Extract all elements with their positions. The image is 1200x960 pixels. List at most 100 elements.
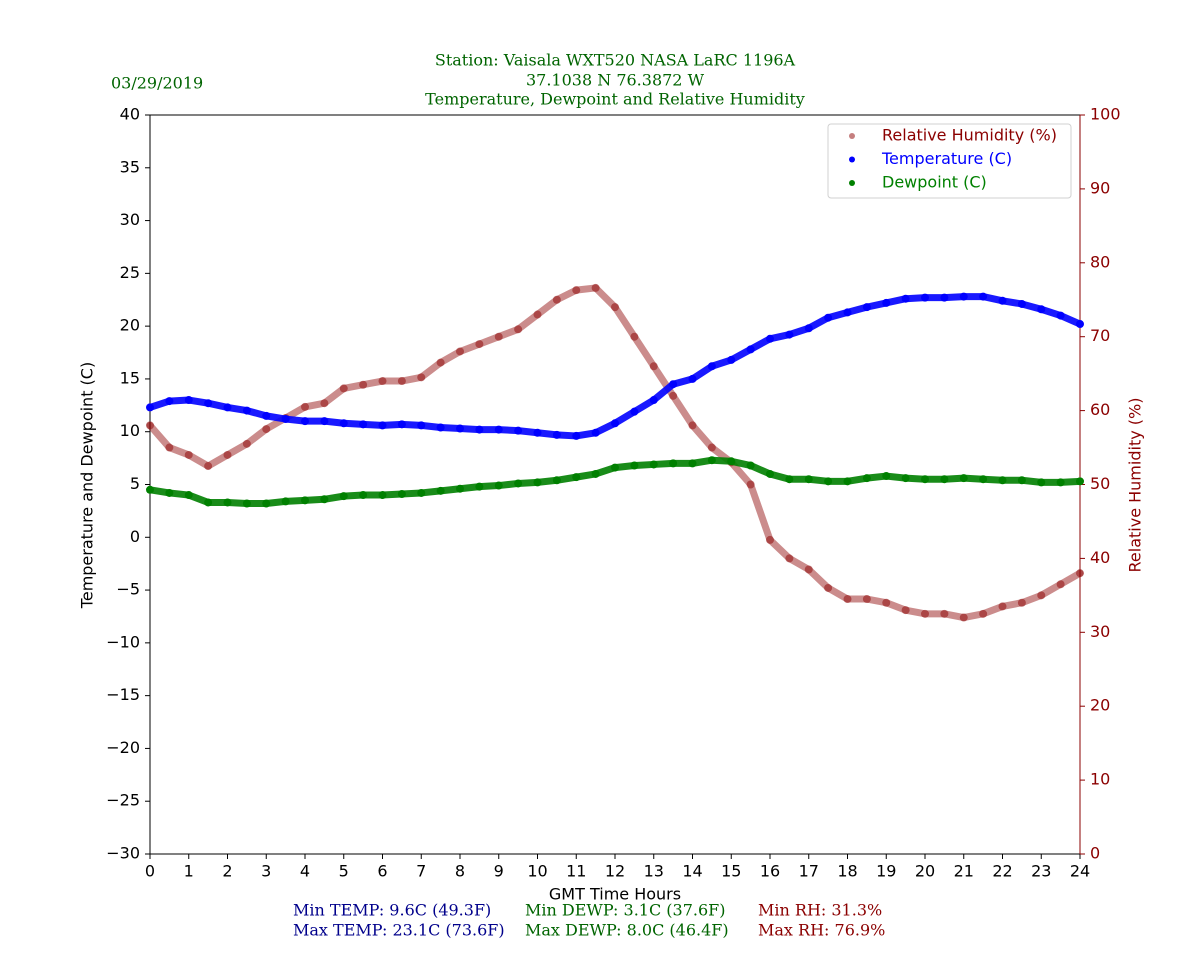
- data-point: [533, 478, 542, 487]
- x-tick-label: 10: [527, 862, 547, 881]
- y-tick-label: −15: [106, 685, 140, 704]
- data-point: [320, 417, 329, 426]
- legend-marker: [849, 156, 855, 163]
- data-point: [475, 482, 484, 491]
- stat-text: Min RH: 31.3%: [758, 901, 882, 920]
- x-tick-label: 23: [1031, 862, 1051, 881]
- x-tick-label: 5: [339, 862, 349, 881]
- data-point: [804, 565, 813, 574]
- y2-tick-label: 0: [1090, 844, 1100, 863]
- y-tick-label: 25: [120, 263, 140, 282]
- data-point: [320, 495, 329, 504]
- y2-tick-label: 100: [1090, 105, 1121, 124]
- data-point: [804, 475, 813, 484]
- data-point: [707, 456, 716, 465]
- x-tick-label: 4: [300, 862, 310, 881]
- y-tick-label: −5: [116, 580, 140, 599]
- x-tick-label: 0: [145, 862, 155, 881]
- data-point: [146, 421, 154, 430]
- data-point: [824, 583, 833, 592]
- x-axis-label: GMT Time Hours: [549, 885, 681, 904]
- x-tick-label: 8: [455, 862, 465, 881]
- data-point: [397, 490, 406, 499]
- data-point: [397, 377, 406, 386]
- data-point: [204, 462, 213, 471]
- series: [146, 283, 1084, 622]
- data-point: [1037, 305, 1046, 314]
- data-point: [456, 347, 464, 356]
- y-tick-label: −30: [106, 844, 140, 863]
- chart-subtitle: 37.1038 N 76.3872 W: [526, 71, 705, 90]
- legend-marker: [849, 180, 855, 186]
- y-tick-label: 30: [120, 210, 140, 229]
- data-point: [1017, 476, 1026, 485]
- data-point: [843, 477, 852, 486]
- data-point: [630, 332, 639, 341]
- data-point: [979, 475, 988, 484]
- data-point: [165, 488, 174, 497]
- data-point: [727, 355, 736, 364]
- data-point: [746, 345, 755, 354]
- data-point: [998, 602, 1007, 611]
- y-tick-label: −25: [106, 791, 140, 810]
- data-point: [1056, 580, 1065, 589]
- data-point: [824, 477, 833, 486]
- x-tick-label: 24: [1070, 862, 1090, 881]
- x-tick-label: 1: [184, 862, 194, 881]
- data-point: [223, 450, 232, 459]
- y-tick-label: 5: [130, 474, 140, 493]
- data-point: [882, 598, 891, 607]
- y-tick-label: −10: [106, 632, 140, 651]
- data-point: [301, 402, 309, 411]
- stat-text: Min TEMP: 9.6C (49.3F): [293, 901, 491, 920]
- data-point: [688, 421, 697, 430]
- data-point: [475, 425, 484, 434]
- data-point: [184, 491, 193, 500]
- y-tick-label: −20: [106, 738, 140, 757]
- x-tick-label: 14: [682, 862, 702, 881]
- x-tick-label: 9: [494, 862, 504, 881]
- data-point: [862, 595, 871, 604]
- data-point: [979, 609, 988, 618]
- data-point: [707, 443, 716, 452]
- data-point: [397, 420, 406, 429]
- data-point: [301, 417, 309, 426]
- data-point: [339, 492, 348, 501]
- data-point: [146, 403, 154, 412]
- data-point: [1037, 478, 1046, 487]
- y-tick-label: 20: [120, 316, 140, 335]
- data-point: [921, 293, 929, 302]
- y-tick-label: 10: [120, 421, 140, 440]
- data-point: [901, 294, 910, 303]
- x-tick-label: 13: [644, 862, 664, 881]
- data-point: [301, 496, 309, 505]
- data-point: [281, 415, 290, 424]
- data-point: [417, 488, 426, 497]
- data-point: [1076, 569, 1084, 578]
- data-point: [959, 613, 968, 622]
- x-tick-label: 17: [799, 862, 819, 881]
- data-point: [591, 428, 600, 437]
- data-point: [785, 475, 794, 484]
- data-point: [707, 362, 716, 371]
- data-point: [436, 423, 445, 432]
- x-tick-label: 12: [605, 862, 625, 881]
- y-axis-label: Temperature and Dewpoint (C): [78, 362, 97, 609]
- data-point: [262, 499, 271, 508]
- data-point: [959, 474, 968, 483]
- data-point: [1076, 477, 1084, 486]
- data-point: [843, 595, 852, 604]
- data-point: [552, 476, 561, 485]
- x-tick-label: 22: [992, 862, 1012, 881]
- data-point: [281, 497, 290, 506]
- data-point: [1076, 320, 1084, 329]
- data-point: [552, 430, 561, 439]
- data-point: [649, 460, 658, 469]
- data-point: [901, 474, 910, 483]
- stat-text: Min DEWP: 3.1C (37.6F): [525, 901, 726, 920]
- y-tick-label: 15: [120, 368, 140, 387]
- x-tick-label: 6: [377, 862, 387, 881]
- y2-tick-label: 40: [1090, 548, 1110, 567]
- y2-tick-label: 30: [1090, 622, 1110, 641]
